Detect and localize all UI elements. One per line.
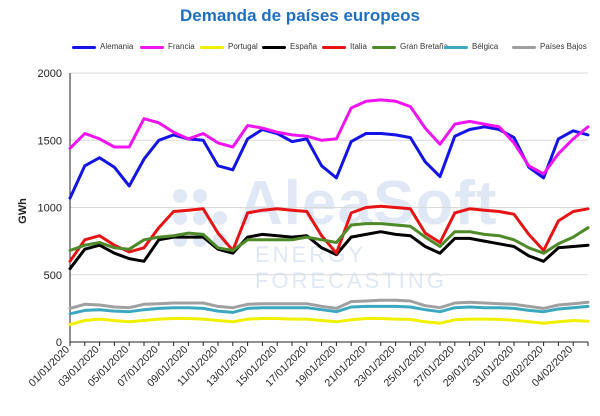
legend-swatch [322,46,346,49]
legend-swatch [200,46,224,49]
legend-label: Bélgica [472,42,499,51]
y-tick-label: 0 [56,337,62,349]
y-tick-label: 1500 [38,135,62,147]
legend-swatch [72,46,96,49]
series-line-gran-bretaña [68,222,590,255]
legend-swatch [140,46,164,49]
legend-label: Portugal [228,42,258,51]
y-tick-label: 2000 [38,68,62,80]
series-line-portugal [68,317,590,326]
series-line-italia [68,204,590,263]
chart-title: Demanda de países europeos [180,6,420,25]
legend-label: Italia [350,42,367,51]
legend-swatch [372,46,396,49]
legend-label: España [290,42,318,51]
legend-label: Francia [168,42,195,51]
y-tick-label: 500 [44,270,62,282]
y-tick-label: 1000 [38,203,62,215]
legend: Alemania Francia Portugal España Italia Gran … [0,41,600,55]
legend-label: Alemania [100,42,134,51]
series-line-españa [68,230,590,271]
series-line-bélgica [68,304,590,316]
series-line-francia [68,98,590,176]
legend-swatch [262,46,286,49]
legend-label: Países Bajos [540,42,587,51]
legend-swatch [512,46,536,49]
legend-label: Gran Bretaña [400,42,449,51]
series-line-países-bajos [68,298,590,310]
legend-swatch [444,46,468,49]
